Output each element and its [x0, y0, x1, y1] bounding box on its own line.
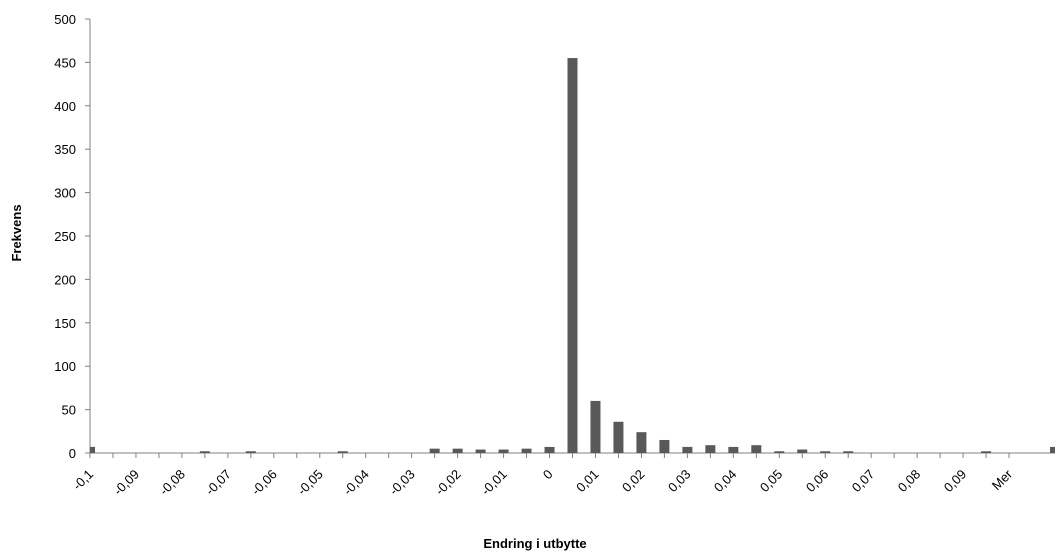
y-tick-label: 0: [69, 446, 76, 461]
histogram-bar: [659, 439, 670, 453]
y-tick-label: 350: [54, 142, 76, 157]
y-tick-label: 300: [54, 186, 76, 201]
y-axis: 0 50 100 150 200 250 300 350 400 450 500: [54, 12, 91, 461]
y-tick-label: 500: [54, 12, 76, 27]
y-tick-label: 200: [54, 272, 76, 287]
histogram-bar: [567, 58, 578, 454]
x-tick-label: -0,03: [386, 467, 418, 499]
y-tick-label: 250: [54, 229, 76, 244]
x-tick-label: 0,07: [849, 467, 878, 496]
y-tick-label: 400: [54, 99, 76, 114]
histogram-bar: [337, 451, 348, 453]
y-tick-label: 150: [54, 316, 76, 331]
histogram-bar: [636, 432, 647, 453]
x-tick-label: -0,04: [340, 467, 372, 499]
histogram-bar: [452, 448, 463, 453]
x-tick-label: -0,1: [70, 467, 96, 493]
y-tick-label: 450: [54, 55, 76, 70]
histogram-bar: [843, 451, 854, 453]
x-tick-label: 0,05: [757, 467, 786, 496]
x-tick-label: -0,05: [294, 467, 326, 499]
x-tick-label: 0,04: [711, 467, 740, 496]
histogram-bar: [682, 446, 693, 453]
y-axis-title: Frekvens: [9, 204, 24, 261]
x-tick-label: -0,01: [478, 467, 510, 499]
histogram-bar: [728, 446, 739, 453]
x-tick-label: -0,02: [432, 467, 464, 499]
x-tick-label: 0,06: [803, 467, 832, 496]
x-tick-label: 0,01: [573, 467, 602, 496]
histogram-bar: [475, 449, 486, 453]
x-tick-label: -0,07: [202, 467, 234, 499]
histogram-bar: [590, 400, 601, 453]
histogram-bar: [498, 449, 509, 453]
histogram-bar: [544, 446, 555, 453]
x-tick-label: 0,08: [895, 467, 924, 496]
x-tick-label: 0,03: [665, 467, 694, 496]
x-tick-label: -0,06: [248, 467, 280, 499]
histogram-bar: [751, 445, 762, 453]
x-axis: -0,1 -0,09 -0,08 -0,07 -0,06 -0,05 -0,04 -0,03-…: [70, 452, 1055, 499]
x-tick-label: -0,08: [156, 467, 188, 499]
x-tick-label: 0,09: [941, 467, 970, 496]
histogram-bar: [521, 448, 532, 453]
histogram-bar: [705, 445, 716, 453]
y-tick-label: 50: [62, 403, 76, 418]
histogram-bar: [1050, 446, 1055, 453]
histogram-bar: [199, 451, 210, 453]
histogram-bar: [981, 451, 992, 453]
y-tick-label: 100: [54, 359, 76, 374]
histogram-bar: [820, 451, 831, 453]
histogram-bar: [613, 421, 624, 453]
x-tick-label: 0: [540, 467, 556, 483]
x-tick-label: Mer: [989, 466, 1016, 493]
histogram-bar: [774, 451, 785, 453]
x-axis-title: Endring i utbytte: [483, 536, 586, 551]
histogram-bar: [245, 451, 256, 453]
x-tick-label: 0,02: [619, 467, 648, 496]
histogram-bar: [429, 448, 440, 453]
histogram-bar: [90, 446, 95, 453]
x-tick-label: -0,09: [111, 467, 143, 499]
histogram-bar: [797, 449, 808, 453]
bars: [90, 58, 1055, 454]
